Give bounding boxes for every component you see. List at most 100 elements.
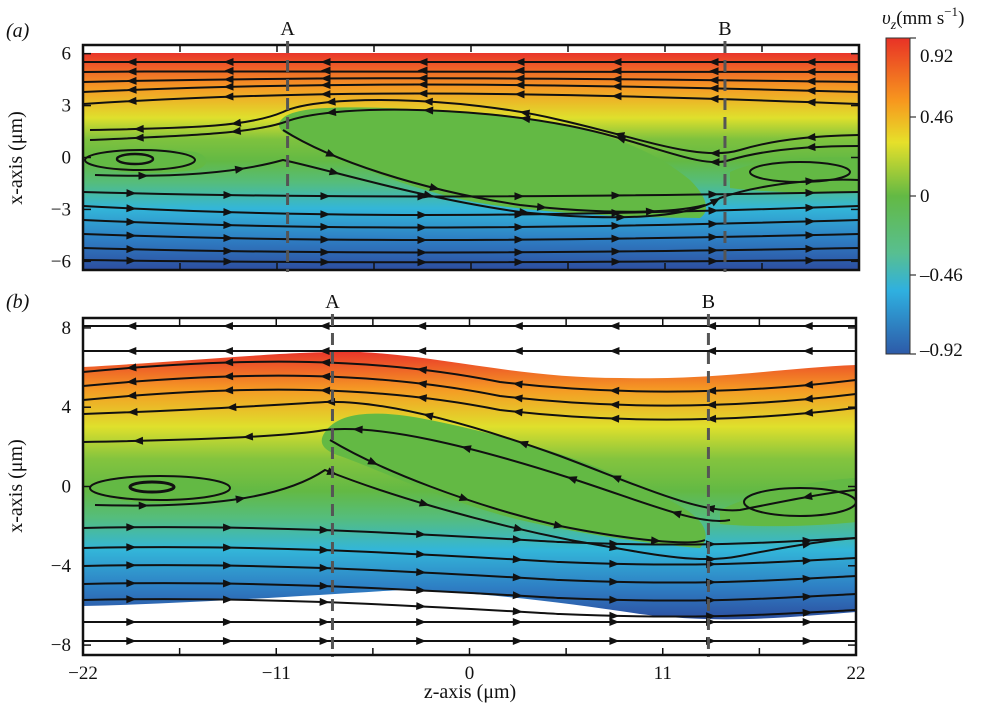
streamline-arrow — [708, 246, 719, 255]
streamline-arrow — [423, 106, 434, 115]
streamline-arrow — [609, 414, 620, 423]
streamline-arrow — [223, 386, 234, 395]
colorbar-tick-label: 0 — [920, 186, 930, 207]
streamline-arrow — [222, 618, 233, 626]
streamline-arrow — [319, 525, 330, 534]
streamline-arrow — [417, 80, 428, 89]
streamline-arrow — [553, 520, 565, 529]
panel-a-y-tick-label: −6 — [51, 251, 71, 272]
streamline-arrow — [418, 498, 430, 507]
streamline-arrow — [611, 209, 622, 218]
streamline-arrow — [222, 523, 234, 532]
streamline-arrow — [126, 256, 137, 265]
panel-a-vortex-loop-right — [749, 161, 851, 183]
streamline-arrow — [127, 407, 138, 416]
colorbar-tick-label: 0.46 — [920, 107, 953, 128]
colorbar-tick-label: 0.92 — [920, 46, 953, 67]
streamline-arrow — [609, 559, 620, 568]
streamline-arrow — [223, 92, 234, 101]
streamline-arrow — [706, 386, 717, 395]
streamline-arrow — [223, 358, 234, 367]
streamline-arrow — [805, 217, 816, 226]
streamline-arrow — [514, 81, 525, 90]
panel-b-y-tick-label: −8 — [51, 635, 71, 656]
panel-b-y-tick-label: 0 — [62, 477, 72, 498]
streamline-arrow — [416, 322, 427, 330]
streamline-arrow — [650, 536, 662, 545]
streamline-arrow — [611, 247, 622, 256]
streamline-arrow — [222, 347, 233, 355]
panel-b-y-tick-label: −4 — [51, 556, 72, 577]
streamline-arrow — [319, 358, 331, 367]
streamline-arrow — [242, 432, 254, 441]
panel-b-ticks — [82, 318, 857, 655]
streamline-arrow — [519, 109, 531, 118]
streamline-arrow — [514, 192, 525, 201]
streamline-arrow — [566, 476, 578, 484]
panel-b-x-tick-label: −22 — [68, 663, 98, 684]
panel-b-streamlines — [83, 322, 856, 645]
streamline-arrow — [802, 618, 813, 626]
streamline-arrow — [802, 322, 813, 330]
streamline-arrow — [319, 563, 330, 572]
streamline-arrow — [223, 75, 234, 84]
streamline-arrow — [708, 94, 719, 103]
streamline-arrow — [319, 372, 331, 381]
streamline-arrow — [609, 400, 620, 409]
streamline-arrow — [320, 235, 331, 244]
streamline-arrow — [320, 80, 331, 89]
panel-a-y-axis-label: x-axis (μm) — [5, 111, 27, 204]
streamline-arrow — [422, 97, 433, 106]
streamline-arrow — [706, 414, 717, 423]
streamline-arrow — [352, 425, 363, 434]
streamline-arrow — [611, 66, 622, 75]
streamline-arrow — [223, 221, 234, 230]
streamline-arrow — [512, 394, 523, 403]
streamline-arrow — [417, 58, 428, 66]
streamline-arrow — [126, 347, 137, 355]
panel-b-recirculation-zone — [321, 413, 706, 548]
streamline-arrow — [708, 67, 719, 76]
streamline-arrow — [126, 391, 137, 400]
streamline-arrow — [222, 579, 234, 588]
panel-a-streamlines — [83, 58, 859, 267]
streamline-arrow — [512, 408, 523, 417]
streamline-arrow — [805, 98, 816, 107]
streamline-arrow — [320, 66, 331, 75]
marker-a-label: A — [280, 18, 295, 40]
streamline-arrow — [417, 89, 428, 98]
streamline-arrow — [319, 637, 330, 645]
streamline-arrow — [223, 247, 234, 256]
streamline-arrow — [512, 573, 523, 582]
streamline-arrow — [611, 75, 622, 84]
streamline-arrow — [126, 217, 137, 226]
streamline-arrow — [512, 618, 523, 626]
streamline-arrow — [708, 219, 719, 228]
streamline-arrow — [611, 82, 622, 91]
streamline-arrow — [126, 85, 137, 94]
panel-a-y-tick-label: 0 — [62, 148, 72, 169]
streamline-arrow — [126, 322, 137, 330]
panel-b-y-tick-label: 4 — [62, 397, 72, 418]
streamline-arrow — [802, 574, 813, 583]
streamline-arrow — [708, 76, 719, 85]
streamline-arrow — [126, 58, 137, 66]
panel-a-y-tick-label: 3 — [62, 96, 72, 117]
panel-b-x-tick-label: 22 — [847, 663, 866, 684]
streamline-arrow — [319, 386, 331, 395]
streamline-arrow — [706, 400, 717, 409]
streamline-arrow — [611, 191, 622, 200]
streamline-arrow — [512, 380, 523, 389]
streamline-arrow — [319, 347, 330, 355]
streamline-arrow — [223, 58, 234, 66]
streamline-arrow — [416, 637, 427, 645]
streamline-arrow — [615, 135, 627, 144]
panel-b-x-tick-labels: −22 −11 0 11 22 — [68, 663, 865, 684]
colorbar-tick-label: –0.46 — [919, 265, 963, 286]
colorbar: υz(mm s−1) 0.92 0.46 0 –0.46 –0.92 — [882, 4, 964, 361]
streamline-arrow — [422, 412, 434, 421]
streamline-arrow — [126, 543, 137, 552]
streamline-arrow — [133, 133, 144, 142]
